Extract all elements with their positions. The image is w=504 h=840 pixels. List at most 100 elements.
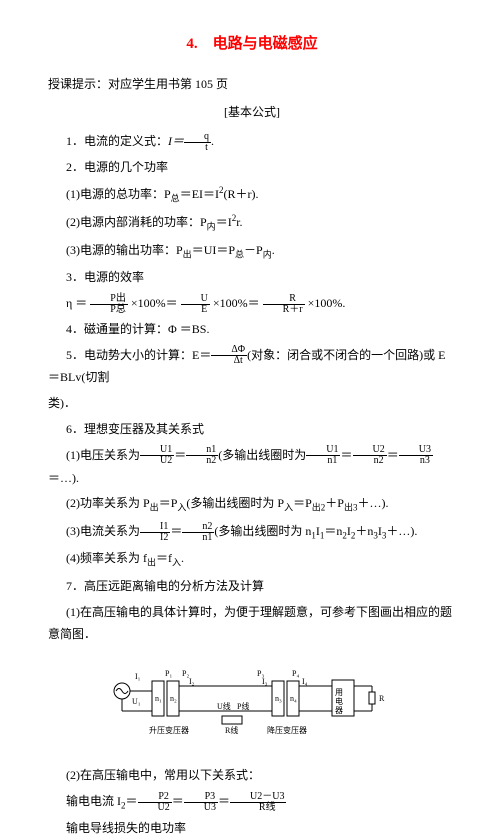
item-7-3: 输电电流 I2＝P2U2＝P3U3＝U2－U3R线 [48,790,456,814]
text: ＝…). [48,471,79,485]
den: E [181,305,210,315]
label-I3: I₃ [262,677,268,686]
text: ＝UI＝P [192,243,235,257]
sub: 出 [147,558,156,568]
den: U2 [138,803,172,813]
num: I1 [140,522,170,533]
item-6-1: (1)电压关系为U1U2＝n1n2(多输出线圈时为U1n1＝U2n2＝U3n3＝… [48,444,456,490]
text: ＋…). [357,496,388,510]
text: (1)电压关系为 [66,448,140,462]
sub: 入 [172,558,181,568]
item-5-tail: 类)． [48,392,456,415]
den: U2 [140,456,174,466]
num: n2 [182,522,214,533]
item-4: 4．磁通量的计算：Φ ＝BS. [48,318,456,341]
text: ×100%. [308,296,346,310]
fraction: U3n3 [399,445,433,466]
text: ＝f [156,551,172,565]
den: n2 [186,456,218,466]
den: Δt [211,356,247,366]
label-n2: n₂ [170,694,177,703]
eq: ＝ [174,448,186,462]
eq: ＝ [172,794,184,808]
fraction: UE [181,294,210,315]
text: (3)电源的输出功率：P [66,243,183,257]
fraction: n1n2 [186,445,218,466]
item-1: 1．电流的定义式：I＝qt. [48,130,456,153]
fraction: P出P总 [90,294,128,315]
tail: . [211,134,214,148]
den: n1 [306,456,340,466]
item-7-1: (1)在高压输电的具体计算时，为便于理解题意，可参考下图画出相应的题意简图． [48,601,456,647]
item-2-1: (1)电源的总功率：P总＝EI＝I2(R＋r). [48,182,456,207]
item-2-3: (3)电源的输出功率：P出＝UI＝P总－P内. [48,239,456,263]
label-I1: I₁ [135,672,141,681]
item-3: 3．电源的效率 [48,266,456,289]
text: ×100%＝ [213,296,260,310]
item-7-2: (2)在高压输电中，常用以下关系式： [48,764,456,787]
text: (R＋r). [224,187,259,201]
den: R线 [230,803,286,813]
item-3-eq: η ＝ P出P总 ×100%＝ UE ×100%＝ RR＋r ×100%. [48,292,456,315]
label-R: R [379,694,385,703]
preface: 授课提示：对应学生用书第 105 页 [48,73,456,96]
den: n2 [353,456,387,466]
item-2-2: (2)电源内部消耗的功率：P内＝I2r. [48,210,456,235]
item-6-4: (4)频率关系为 f出＝f入. [48,547,456,571]
text: ＝P [159,496,178,510]
fraction: U1U2 [140,445,174,466]
num: P2 [138,792,172,803]
fraction: qt [184,132,211,153]
num: U2－U3 [230,792,286,803]
sub: 出 [150,503,159,513]
section-label: [基本公式] [48,101,456,124]
label-n4: n₄ [290,694,297,703]
sub: 内 [263,249,272,259]
label-Uline: U线 [217,701,231,711]
text: (4)频率关系为 f [66,551,147,565]
text: ＝I [216,215,232,229]
text: 5．电动势大小的计算：E＝ [66,348,211,362]
fraction: n2n1 [182,522,214,543]
label-n3: n₃ [275,694,282,703]
label-I2: I₂ [189,677,195,686]
label-P1: P₁ [165,669,172,678]
sub: 总 [171,193,180,203]
label-load2: 电 [335,696,343,706]
fraction: U2－U3R线 [230,792,286,813]
eq: ＝ [387,448,399,462]
text: . [272,243,275,257]
label-n1: n₁ [155,694,162,703]
fraction: I1I2 [140,522,170,543]
fraction: P3U3 [184,792,218,813]
label-Rline: R线 [225,725,238,735]
label-Pline: P线 [237,701,249,711]
den: P总 [90,305,128,315]
var: I＝ [168,134,184,148]
item-2: 2．电源的几个功率 [48,156,456,179]
text: ＋P [325,496,344,510]
text: (2)功率关系为 P [66,496,150,510]
sub: 内 [207,222,216,232]
item-7: 7．高压远距离输电的分析方法及计算 [48,575,456,598]
text: (多输出线圈时为 n [214,524,311,538]
sub: 入 [284,503,293,513]
label-load1: 用 [335,688,343,697]
text: ×100%＝ [131,296,178,310]
fraction: U2n2 [353,445,387,466]
fraction: ΔΦΔt [211,345,247,366]
text: －P [244,243,263,257]
den: U3 [184,803,218,813]
den: n3 [399,456,433,466]
item-6: 6．理想变压器及其关系式 [48,418,456,441]
eq: ＝ [126,794,138,808]
circuit-diagram: I₁ U₁ P₁ P₂ I₂ n₁ n₂ U线 P线 R线 P₃ I₃ P₄ I… [48,656,456,754]
sub: 出3 [344,503,358,513]
eq: ＝ [218,794,230,808]
fraction: RR＋r [263,294,305,315]
text: (多输出线圈时为 [218,448,306,462]
eq: ＝ [170,524,182,538]
den: n1 [182,533,214,543]
label-U1: U₁ [132,697,141,706]
item-6-3: (3)电流关系为I1I2＝n2n1(多输出线圈时为 n1I1＝n2I2＋n3I3… [48,520,456,544]
